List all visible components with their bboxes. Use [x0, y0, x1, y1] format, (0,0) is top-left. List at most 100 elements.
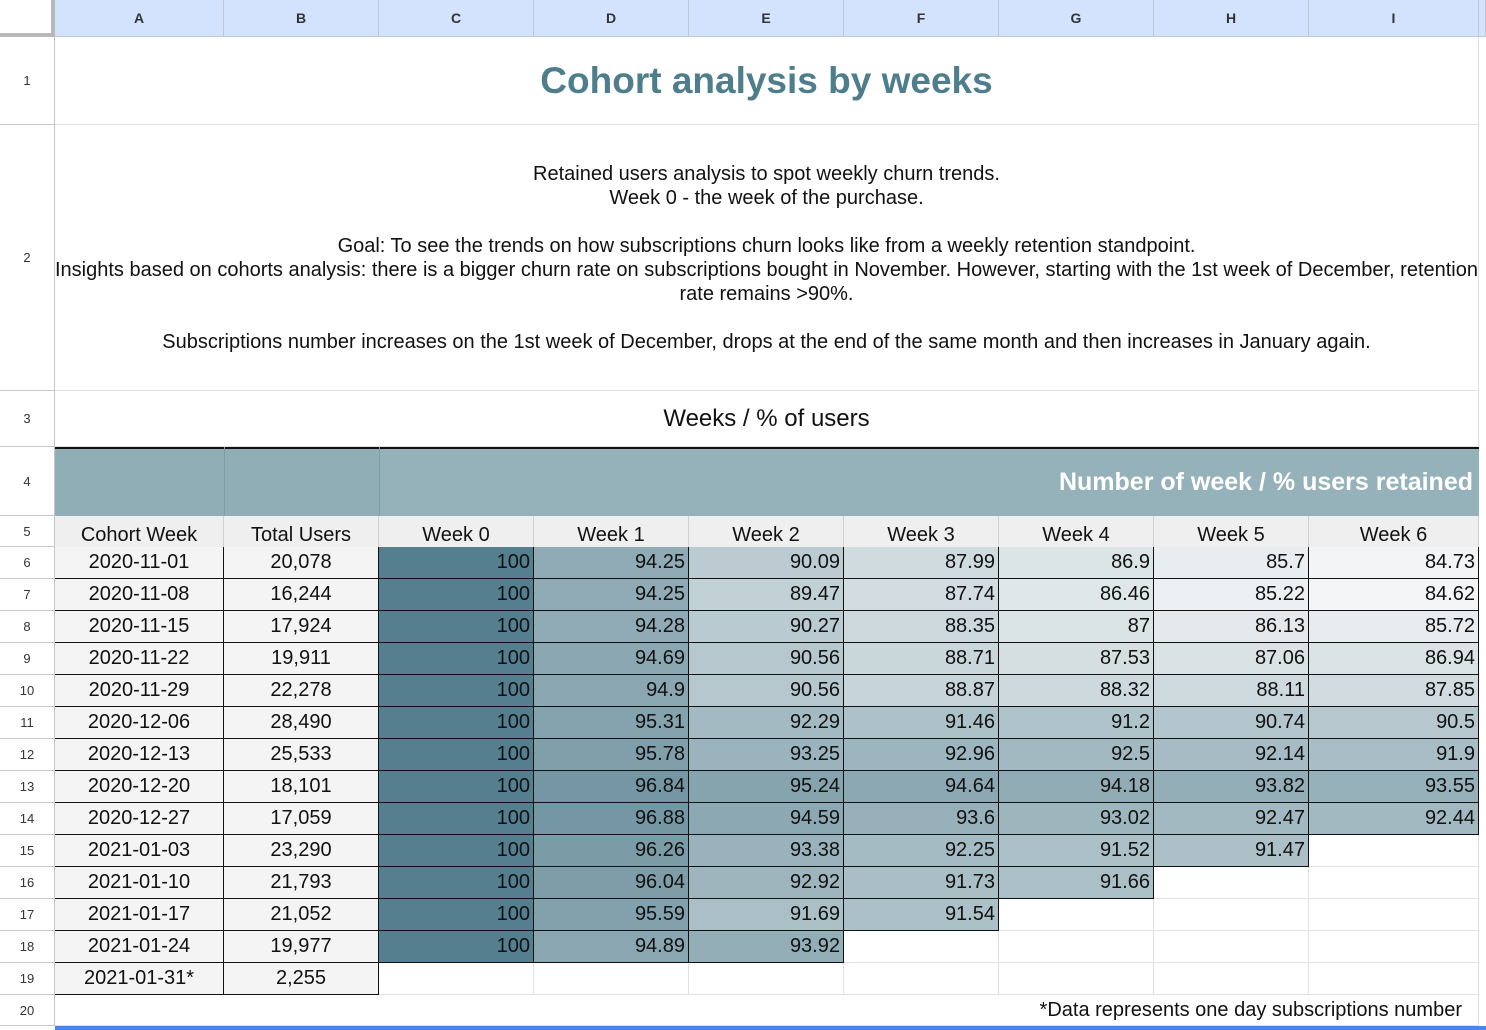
retention-cell[interactable]: 96.88 [534, 803, 689, 835]
column-header-f[interactable]: F [844, 0, 999, 37]
header-week-2[interactable]: Week 2 [689, 516, 844, 547]
row-header-9[interactable]: 9 [0, 643, 55, 675]
header-week-0[interactable]: Week 0 [379, 516, 534, 547]
retention-cell[interactable]: 91.66 [999, 867, 1154, 899]
retention-cell[interactable]: 90.56 [689, 675, 844, 707]
retention-cell[interactable]: 100 [379, 867, 534, 899]
empty-cell[interactable] [1309, 931, 1479, 963]
header-week-6[interactable]: Week 6 [1309, 516, 1479, 547]
retention-cell[interactable]: 92.47 [1154, 803, 1309, 835]
empty-cell[interactable] [379, 963, 534, 995]
retention-cell[interactable]: 91.47 [1154, 835, 1309, 867]
header-week-1[interactable]: Week 1 [534, 516, 689, 547]
retention-cell[interactable]: 94.64 [844, 771, 999, 803]
retention-cell[interactable]: 94.18 [999, 771, 1154, 803]
column-header-d[interactable]: D [534, 0, 689, 37]
retention-cell[interactable]: 92.14 [1154, 739, 1309, 771]
retention-cell[interactable]: 88.11 [1154, 675, 1309, 707]
retention-cell[interactable]: 93.02 [999, 803, 1154, 835]
column-header-a[interactable]: A [55, 0, 224, 37]
total-users-cell[interactable]: 21,052 [224, 899, 379, 931]
retention-cell[interactable]: 95.24 [689, 771, 844, 803]
cohort-week-cell[interactable]: 2020-12-27 [55, 803, 224, 835]
retention-cell[interactable]: 87.85 [1309, 675, 1479, 707]
retention-cell[interactable]: 91.69 [689, 899, 844, 931]
cohort-week-cell[interactable]: 2020-12-06 [55, 707, 224, 739]
retention-cell[interactable]: 84.73 [1309, 547, 1479, 579]
column-header-h[interactable]: H [1154, 0, 1309, 37]
retention-cell[interactable]: 91.2 [999, 707, 1154, 739]
empty-cell[interactable] [689, 963, 844, 995]
retention-cell[interactable]: 92.25 [844, 835, 999, 867]
row-header-7[interactable]: 7 [0, 579, 55, 611]
retention-band-label[interactable]: Number of week / % users retained [379, 447, 1479, 516]
retention-cell[interactable]: 100 [379, 803, 534, 835]
retention-cell[interactable]: 100 [379, 835, 534, 867]
retention-cell[interactable]: 100 [379, 931, 534, 963]
cohort-week-cell[interactable]: 2021-01-24 [55, 931, 224, 963]
cohort-week-cell[interactable]: 2020-12-13 [55, 739, 224, 771]
empty-cell[interactable] [1309, 867, 1479, 899]
retention-cell[interactable]: 85.7 [1154, 547, 1309, 579]
retention-cell[interactable]: 88.35 [844, 611, 999, 643]
retention-cell[interactable]: 87.53 [999, 643, 1154, 675]
retention-cell[interactable]: 92.29 [689, 707, 844, 739]
retention-cell[interactable]: 95.78 [534, 739, 689, 771]
total-users-cell[interactable]: 22,278 [224, 675, 379, 707]
retention-cell[interactable]: 93.38 [689, 835, 844, 867]
total-users-cell[interactable]: 23,290 [224, 835, 379, 867]
retention-cell[interactable]: 84.62 [1309, 579, 1479, 611]
total-users-cell[interactable]: 28,490 [224, 707, 379, 739]
retention-cell[interactable]: 96.84 [534, 771, 689, 803]
retention-cell[interactable]: 90.5 [1309, 707, 1479, 739]
cohort-week-cell[interactable]: 2020-11-22 [55, 643, 224, 675]
retention-cell[interactable]: 88.87 [844, 675, 999, 707]
cohort-week-cell[interactable]: 2020-11-29 [55, 675, 224, 707]
total-users-cell[interactable]: 20,078 [224, 547, 379, 579]
retention-cell[interactable]: 96.04 [534, 867, 689, 899]
empty-cell[interactable] [999, 963, 1154, 995]
empty-cell[interactable] [1154, 963, 1309, 995]
row-header-18[interactable]: 18 [0, 931, 55, 963]
row-header-14[interactable]: 14 [0, 803, 55, 835]
header-week-4[interactable]: Week 4 [999, 516, 1154, 547]
band-cell-a[interactable] [55, 447, 224, 516]
empty-cell[interactable] [999, 899, 1154, 931]
retention-cell[interactable]: 93.55 [1309, 771, 1479, 803]
retention-cell[interactable]: 86.46 [999, 579, 1154, 611]
sheet-title[interactable]: Cohort analysis by weeks [55, 37, 1479, 125]
retention-cell[interactable]: 88.71 [844, 643, 999, 675]
total-users-cell[interactable]: 25,533 [224, 739, 379, 771]
total-users-cell[interactable]: 19,911 [224, 643, 379, 675]
retention-cell[interactable]: 100 [379, 579, 534, 611]
row-header-6[interactable]: 6 [0, 547, 55, 579]
row-header-8[interactable]: 8 [0, 611, 55, 643]
retention-cell[interactable]: 87 [999, 611, 1154, 643]
retention-cell[interactable]: 100 [379, 739, 534, 771]
row-header-12[interactable]: 12 [0, 739, 55, 771]
retention-cell[interactable]: 94.69 [534, 643, 689, 675]
retention-cell[interactable]: 90.56 [689, 643, 844, 675]
retention-cell[interactable]: 87.74 [844, 579, 999, 611]
cohort-week-cell[interactable]: 2021-01-17 [55, 899, 224, 931]
retention-cell[interactable]: 100 [379, 643, 534, 675]
header-cohort-week[interactable]: Cohort Week [55, 516, 224, 547]
band-cell-b[interactable] [224, 447, 379, 516]
retention-cell[interactable]: 93.25 [689, 739, 844, 771]
footnote-cell[interactable]: *Data represents one day subscriptions n… [55, 995, 1479, 1026]
empty-cell[interactable] [999, 931, 1154, 963]
column-header-e[interactable]: E [689, 0, 844, 37]
retention-cell[interactable]: 87.06 [1154, 643, 1309, 675]
cohort-week-cell[interactable]: 2020-11-15 [55, 611, 224, 643]
retention-cell[interactable]: 94.25 [534, 547, 689, 579]
retention-cell[interactable]: 87.99 [844, 547, 999, 579]
empty-cell[interactable] [1309, 835, 1479, 867]
column-header-g[interactable]: G [999, 0, 1154, 37]
header-week-5[interactable]: Week 5 [1154, 516, 1309, 547]
row-header-17[interactable]: 17 [0, 899, 55, 931]
retention-cell[interactable]: 94.28 [534, 611, 689, 643]
retention-cell[interactable]: 86.94 [1309, 643, 1479, 675]
empty-cell[interactable] [534, 963, 689, 995]
retention-cell[interactable]: 93.6 [844, 803, 999, 835]
retention-cell[interactable]: 92.92 [689, 867, 844, 899]
